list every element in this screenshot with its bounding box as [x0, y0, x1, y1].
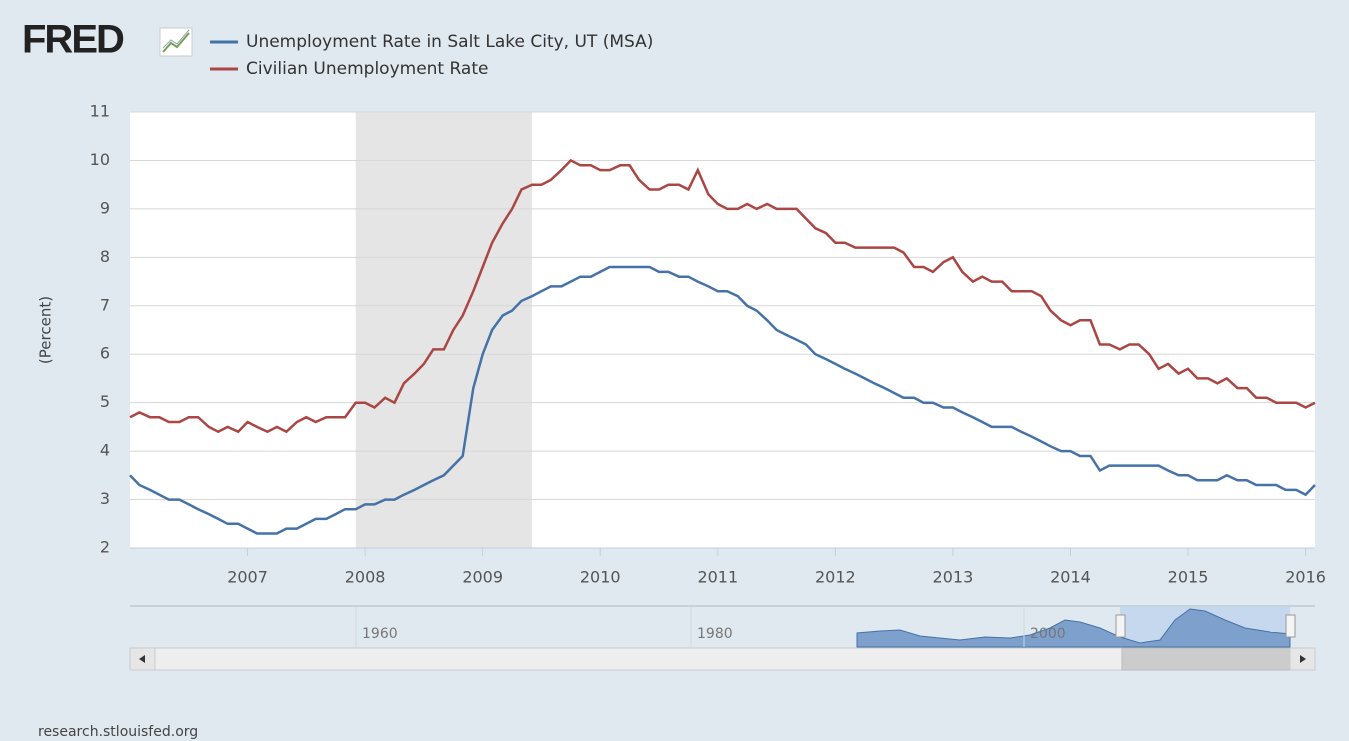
logo: FRED — [22, 18, 124, 62]
legend-label: Unemployment Rate in Salt Lake City, UT … — [246, 32, 653, 52]
series-line — [129, 265, 1316, 535]
plot-area — [130, 112, 1315, 548]
y-tick-label: 6 — [100, 344, 110, 363]
y-tick-label: 2 — [100, 538, 110, 557]
legend-label: Civilian Unemployment Rate — [246, 59, 488, 79]
x-tick-label: 2007 — [227, 568, 268, 587]
x-tick-label: 2013 — [933, 568, 974, 587]
y-tick-label: 9 — [100, 198, 110, 217]
navigator-series — [856, 608, 1291, 648]
source: research.stlouisfed.org — [38, 724, 198, 740]
scrollbar-thumb[interactable] — [1121, 647, 1291, 671]
y-tick-label: 4 — [100, 441, 110, 460]
x-tick-label: 2014 — [1050, 568, 1091, 587]
navigator — [129, 605, 1316, 671]
navigator-tick-label: 1980 — [697, 626, 733, 642]
x-tick-label: 2015 — [1168, 568, 1209, 587]
y-tick-label: 3 — [100, 489, 110, 508]
x-tick-label: 2008 — [345, 568, 386, 587]
y-axis-label: (Percent) — [37, 296, 55, 364]
y-tick-label: 5 — [100, 392, 110, 411]
x-tick-label: 2016 — [1285, 568, 1326, 587]
y-tick-label: 8 — [100, 247, 110, 266]
logo-icon — [159, 27, 193, 57]
y-tick-label: 7 — [100, 295, 110, 314]
x-tick-label: 2009 — [462, 568, 503, 587]
x-tick-label: 2010 — [580, 568, 621, 587]
navigator-tick-label: 1960 — [362, 626, 398, 642]
recession-shade — [355, 112, 533, 548]
x-tick-label: 2011 — [697, 568, 738, 587]
y-tick-label: 10 — [90, 150, 110, 169]
y-tick-label: 11 — [90, 102, 110, 121]
navigator-tick-label: 2000 — [1030, 626, 1066, 642]
x-tick-label: 2012 — [815, 568, 856, 587]
navigator-handle[interactable] — [1115, 614, 1126, 638]
series-line — [129, 158, 1316, 434]
navigator-handle[interactable] — [1285, 614, 1296, 638]
